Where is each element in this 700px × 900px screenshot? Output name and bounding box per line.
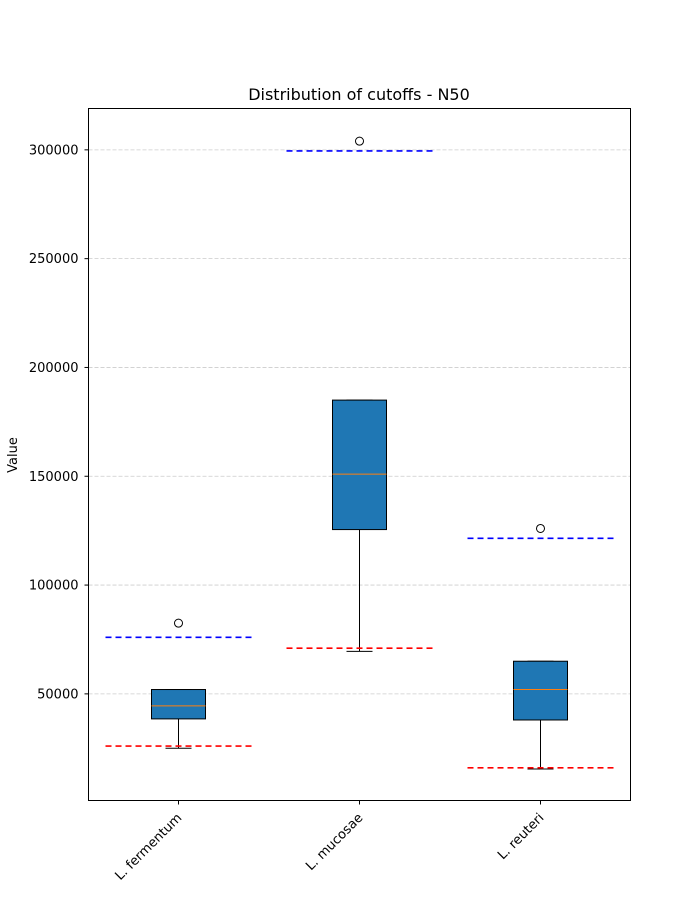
y-axis-ticks: 50000 100000 150000 200000 250000 300000 [29, 143, 89, 702]
y-tick-label: 300000 [29, 143, 79, 158]
box-body [513, 660, 568, 721]
y-tick-label: 100000 [29, 579, 79, 594]
x-tick-label: L. mucosae [303, 811, 366, 874]
y-tick-label: 200000 [29, 361, 79, 376]
x-tick-label: L. reuteri [495, 811, 547, 863]
box-group [151, 136, 568, 770]
plot-frame [88, 108, 631, 801]
box-body [332, 399, 387, 531]
outlier-point [174, 618, 183, 628]
y-tick-label: 50000 [37, 687, 78, 702]
x-axis-ticks: L. fermentum L. mucosae L. reuteri [112, 800, 547, 884]
x-tick-label: L. fermentum [112, 811, 185, 884]
outlier-point [355, 136, 364, 146]
outlier-point [536, 523, 545, 533]
y-axis-label: Value [6, 437, 21, 473]
y-tick-label: 150000 [29, 470, 79, 485]
y-tick-label: 250000 [29, 252, 79, 267]
chart-title: Distribution of cutoffs - N50 [248, 85, 470, 104]
box-body [151, 689, 206, 720]
cutoff-lines [105, 150, 614, 769]
